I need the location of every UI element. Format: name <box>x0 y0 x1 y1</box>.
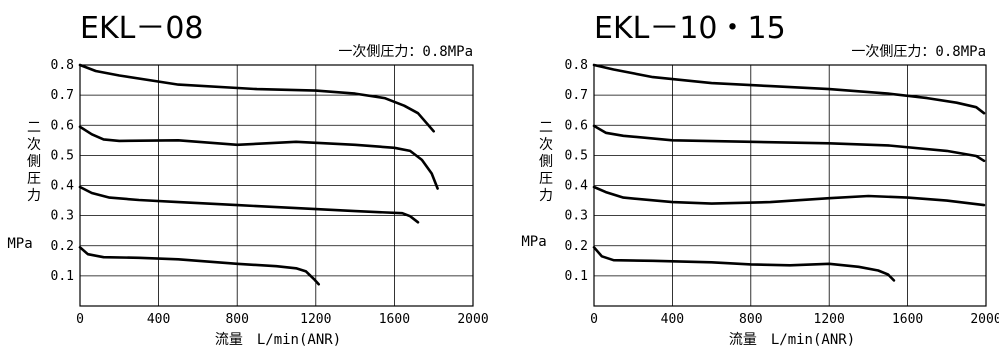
y-axis-unit: MPa <box>7 236 32 252</box>
y-tick-label: 0.6 <box>565 118 588 133</box>
y-axis-label-char: 側 <box>27 154 41 170</box>
chart-ekl-08: EKL－08 一次側圧力：0.8MPa 流量 L/min(ANR) 二次側圧力 … <box>7 11 488 348</box>
chart-title: EKL－10・15 <box>594 11 786 46</box>
x-tick-label: 0 <box>590 312 598 327</box>
y-axis-label-char: 次 <box>27 137 41 153</box>
series-line <box>592 246 896 282</box>
supply-pressure-note: 一次側圧力：0.8MPa <box>338 44 473 60</box>
series-line <box>78 125 439 190</box>
y-axis-label-char: 二 <box>27 120 41 136</box>
chart-title: EKL－08 <box>80 11 204 46</box>
series-line <box>592 63 986 115</box>
grid <box>80 65 473 306</box>
series-line <box>592 185 986 207</box>
x-tick-label: 400 <box>147 312 170 327</box>
y-tick-label: 0.4 <box>565 179 589 194</box>
x-axis-label: 流量 L/min(ANR) <box>729 332 855 348</box>
y-axis-unit: MPa <box>521 234 546 250</box>
series-curves <box>78 63 439 286</box>
y-tick-label: 0.7 <box>565 88 588 103</box>
x-tick-label: 2000 <box>457 312 488 327</box>
x-axis-label: 流量 L/min(ANR) <box>215 332 341 348</box>
y-axis-label-char: 圧 <box>27 171 41 187</box>
y-tick-label: 0.1 <box>565 269 588 284</box>
series-curves <box>592 63 986 282</box>
series-line <box>78 63 436 133</box>
x-tick-label: 0 <box>76 312 84 327</box>
series-line <box>78 246 321 286</box>
y-axis-label-char: 力 <box>539 188 553 204</box>
y-axis-label-char: 次 <box>539 137 553 153</box>
y-tick-label: 0.2 <box>565 239 588 254</box>
x-tick-label: 1200 <box>814 312 845 327</box>
y-tick-label: 0.5 <box>565 148 588 163</box>
y-axis-label-char: 圧 <box>539 171 553 187</box>
x-tick-label: 1600 <box>379 312 410 327</box>
y-tick-label: 0.8 <box>51 58 74 73</box>
tick-labels: 0 400 800 1200 1600 2000 0.1 0.2 0.3 0.4 0.5 0.6 0.7… <box>565 58 999 327</box>
y-axis-label-char: 二 <box>539 120 553 136</box>
y-tick-label: 0.1 <box>51 269 74 284</box>
y-tick-label: 0.5 <box>51 148 74 163</box>
y-tick-label: 0.6 <box>51 118 74 133</box>
plot-frame <box>593 64 987 307</box>
x-tick-label: 1200 <box>300 312 331 327</box>
x-tick-label: 800 <box>225 312 248 327</box>
y-axis-label-char: 力 <box>27 188 41 204</box>
series-line <box>78 185 420 224</box>
y-tick-label: 0.8 <box>565 58 588 73</box>
tick-labels: 0 400 800 1200 1600 2000 0.1 0.2 0.3 0.4 0.5 0.6 0.7… <box>51 58 489 327</box>
y-tick-label: 0.3 <box>565 209 588 224</box>
x-tick-label: 2000 <box>970 312 999 327</box>
y-axis-label-char: 側 <box>539 154 553 170</box>
chart-ekl-10-15: EKL－10・15 一次側圧力：0.8MPa 流量 L/min(ANR) 二次側… <box>521 11 999 348</box>
y-tick-label: 0.7 <box>51 88 74 103</box>
y-tick-label: 0.2 <box>51 239 74 254</box>
supply-pressure-note: 一次側圧力：0.8MPa <box>851 44 986 60</box>
plot-frame <box>79 64 474 307</box>
y-tick-label: 0.3 <box>51 209 74 224</box>
x-tick-label: 1600 <box>892 312 923 327</box>
x-tick-label: 800 <box>739 312 762 327</box>
series-line <box>592 124 986 163</box>
grid <box>594 65 986 306</box>
y-tick-label: 0.4 <box>51 179 75 194</box>
x-tick-label: 400 <box>661 312 684 327</box>
